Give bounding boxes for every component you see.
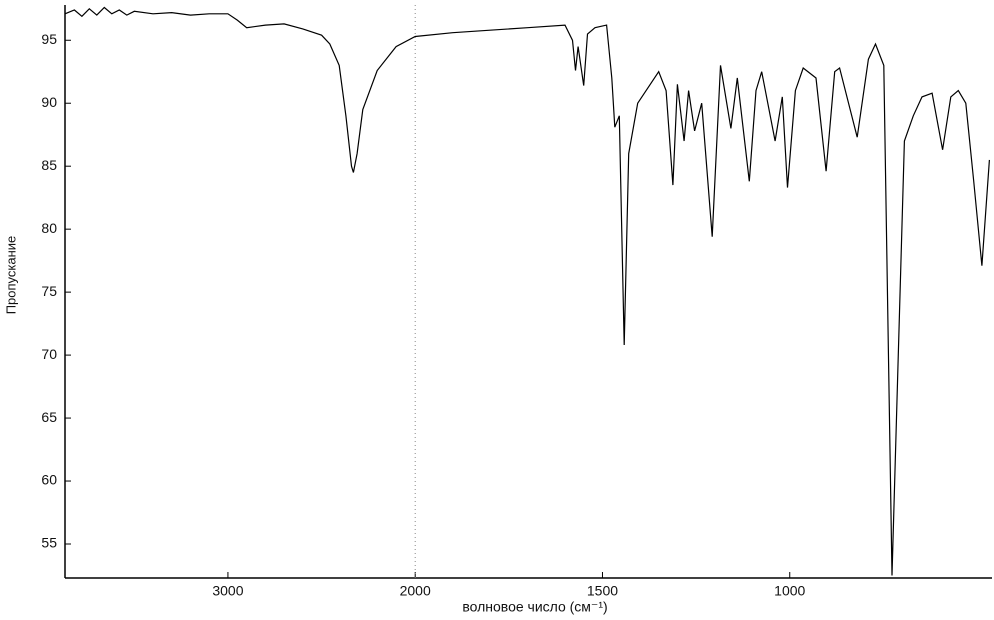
y-tick-label: 70	[41, 346, 57, 362]
x-tick-label: 1500	[587, 583, 618, 599]
x-axis-label: волновое число (см⁻¹)	[462, 599, 607, 615]
y-tick-label: 75	[41, 283, 57, 299]
y-tick-label: 60	[41, 472, 57, 488]
y-tick-label: 80	[41, 220, 57, 236]
y-tick-label: 65	[41, 409, 57, 425]
y-tick-label: 95	[41, 31, 57, 47]
y-axis-label: Пропускание	[3, 236, 18, 315]
x-tick-label: 3000	[212, 583, 243, 599]
y-tick-label: 85	[41, 157, 57, 173]
x-tick-label: 1000	[774, 583, 805, 599]
y-tick-label: 55	[41, 535, 57, 551]
spectrum-line	[64, 6, 990, 576]
y-tick-label: 90	[41, 94, 57, 110]
x-tick-label: 2000	[400, 583, 431, 599]
